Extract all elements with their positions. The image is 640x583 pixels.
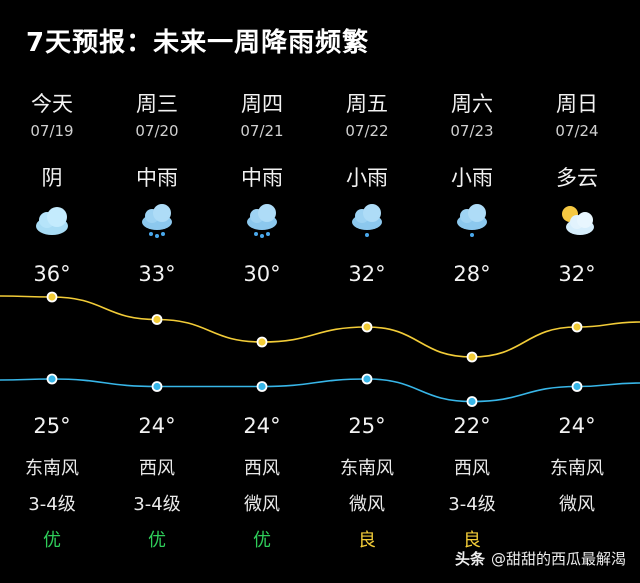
date-label: 07/22: [345, 122, 389, 140]
air-quality: 优: [253, 530, 271, 551]
date-label: 07/20: [135, 122, 179, 140]
high-temp: 32°: [558, 262, 596, 286]
date-label: 07/19: [30, 122, 74, 140]
high-temp: 32°: [348, 262, 386, 286]
high-temp-point: [466, 351, 478, 363]
day-label: 今天: [31, 92, 73, 116]
low-temp: 24°: [243, 414, 281, 438]
low-temp-point: [571, 381, 583, 392]
wind-level: 微风: [244, 494, 280, 515]
wind-level: 3-4级: [133, 494, 181, 515]
light-rain-icon: [422, 200, 522, 240]
low-temp-line: [0, 378, 640, 403]
wind-level: 微风: [349, 494, 385, 515]
wind-level: 3-4级: [28, 494, 76, 515]
cloudy-icon: [2, 200, 102, 240]
wind-level: 微风: [559, 494, 595, 515]
watermark: 头条 @甜甜的西瓜最解渴: [455, 548, 626, 569]
condition-label: 中雨: [241, 166, 283, 190]
watermark-author: @甜甜的西瓜最解渴: [490, 550, 626, 568]
date-label: 07/23: [450, 122, 494, 140]
air-quality: 良: [358, 530, 376, 551]
wind-direction: 西风: [454, 458, 490, 479]
condition-label: 中雨: [136, 166, 178, 190]
high-temp: 33°: [138, 262, 176, 286]
high-temp: 28°: [453, 262, 491, 286]
day-label: 周日: [556, 92, 598, 116]
date-label: 07/24: [555, 122, 599, 140]
condition-label: 小雨: [451, 166, 493, 190]
wind-direction: 东南风: [340, 458, 394, 479]
wind-direction: 西风: [244, 458, 280, 479]
high-temp-point: [256, 336, 268, 348]
wind-level: 3-4级: [448, 494, 496, 515]
day-label: 周六: [451, 92, 493, 116]
condition-label: 阴: [41, 166, 63, 190]
low-temp-point: [151, 381, 163, 392]
light-rain-icon: [317, 200, 417, 240]
rain-icon: [107, 200, 207, 240]
low-temp: 22°: [453, 414, 491, 438]
date-label: 07/21: [240, 122, 284, 140]
high-temp-line: [0, 295, 640, 358]
low-temp-point: [256, 381, 268, 392]
wind-direction: 西风: [139, 458, 175, 479]
low-temp-point: [466, 396, 478, 407]
air-quality: 良: [463, 530, 481, 551]
high-temp: 36°: [33, 262, 71, 286]
air-quality: 优: [43, 530, 61, 551]
low-temp: 24°: [138, 414, 176, 438]
day-label: 周三: [136, 92, 178, 116]
page-title: 7天预报：未来一周降雨频繁: [26, 28, 370, 58]
watermark-brand: 头条: [454, 550, 485, 568]
air-quality: 优: [148, 530, 166, 551]
high-temp-point: [361, 321, 373, 333]
low-temp-point: [361, 373, 373, 385]
low-temp-point: [46, 373, 58, 385]
low-temp: 25°: [33, 414, 71, 438]
wind-direction: 东南风: [25, 458, 79, 479]
rain-icon: [212, 200, 312, 240]
high-temp: 30°: [243, 262, 281, 286]
high-temp-point: [46, 291, 58, 303]
low-temp: 25°: [348, 414, 386, 438]
day-label: 周五: [346, 92, 388, 116]
high-temp-point: [571, 321, 583, 333]
high-temp-point: [151, 314, 163, 325]
low-temp: 24°: [558, 414, 596, 438]
wind-direction: 东南风: [550, 458, 604, 479]
condition-label: 多云: [556, 166, 598, 190]
partly-cloudy-icon: [527, 200, 627, 240]
condition-label: 小雨: [346, 166, 388, 190]
day-label: 周四: [241, 92, 283, 116]
